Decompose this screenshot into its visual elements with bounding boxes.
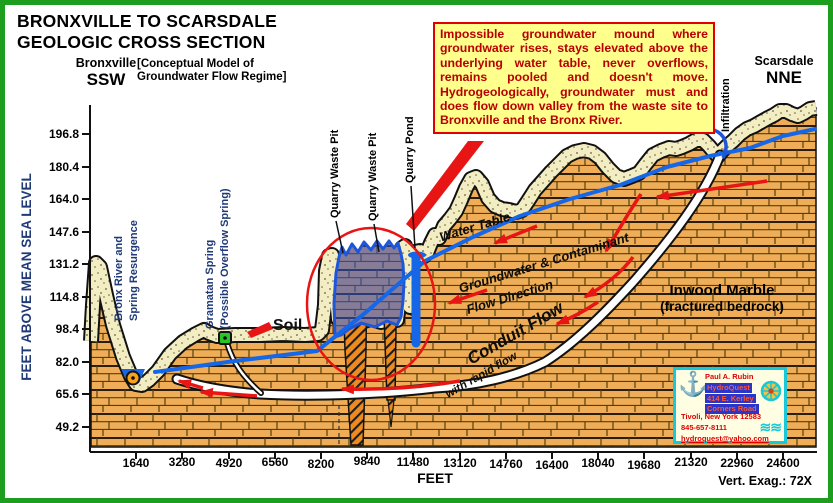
svg-text:1640: 1640 (123, 456, 150, 470)
waves-icon: ≋≋ (759, 418, 782, 435)
endpoint-bronxville: Bronxville SSW (63, 56, 149, 89)
logo-addr3: Tivoli, New York 12583 (681, 412, 762, 421)
hydroquest-logo-box: ⚓ Paul A. Rubin HydroQuest 414 E. Kerley… (673, 367, 787, 444)
logo-identity: Paul A. Rubin HydroQuest 414 E. Kerley C… (705, 372, 759, 414)
vertical-exaggeration-note: Vert. Exag.: 72X (718, 474, 812, 488)
title-line2: GEOLOGIC CROSS SECTION (17, 32, 266, 52)
svg-text:21320: 21320 (674, 455, 708, 469)
y-tick-labels: 196.8 180.4 164.0 147.6 131.2 114.8 98.4… (49, 127, 79, 434)
flow-arrows (177, 179, 768, 398)
label-leader-lines (335, 185, 416, 254)
label-soil: Soil (273, 317, 302, 334)
svg-text:180.4: 180.4 (49, 160, 79, 174)
callout-box: Impossible groundwater mound where groun… (433, 22, 715, 134)
svg-text:98.4: 98.4 (56, 322, 80, 336)
label-quarry-waste-pit-2: Quarry Waste Pit (367, 132, 379, 221)
svg-text:82.0: 82.0 (56, 355, 80, 369)
logo-company: HydroQuest (705, 382, 752, 393)
figure-title: BRONXVILLE TO SCARSDALE GEOLOGIC CROSS S… (17, 11, 277, 53)
svg-text:22960: 22960 (720, 456, 754, 470)
bronx-river-marker (125, 370, 141, 386)
cross-section-diagram: 196.8 180.4 164.0 147.6 131.2 114.8 98.4… (19, 78, 818, 486)
callout-text: Impossible groundwater mound where groun… (440, 27, 708, 128)
label-bronx-river-line2: Spring Resurgence (128, 220, 140, 321)
x-axis-title: FEET (417, 470, 453, 486)
svg-text:49.2: 49.2 (56, 420, 80, 434)
svg-text:196.8: 196.8 (49, 127, 79, 141)
svg-text:6560: 6560 (262, 455, 289, 469)
svg-text:16400: 16400 (535, 458, 569, 472)
logo-addr1: 414 E. Kerley (705, 393, 756, 404)
logo-phone: 845-657-8111 (681, 422, 727, 432)
label-inwood-line1: Inwood Marble (670, 282, 775, 299)
logo-email[interactable]: hydroquest@yahoo.com (681, 433, 769, 443)
logo-name: Paul A. Rubin (705, 372, 754, 381)
svg-text:13120: 13120 (443, 456, 477, 470)
svg-text:11480: 11480 (397, 455, 430, 469)
svg-text:4920: 4920 (216, 456, 243, 470)
water-table-line (153, 127, 817, 374)
subtitle-line1: [Conceptual Model of (137, 58, 254, 70)
svg-text:164.0: 164.0 (49, 192, 79, 206)
label-quarry-pond: Quarry Pond (404, 116, 416, 183)
label-inwood-line2: (fractured bedrock) (660, 299, 784, 314)
soil-pointer (247, 322, 273, 338)
svg-text:65.6: 65.6 (56, 387, 80, 401)
callout-pointer (406, 141, 484, 231)
svg-text:14760: 14760 (489, 457, 523, 471)
spring-overflow-channel (224, 340, 264, 396)
svg-text:131.2: 131.2 (49, 257, 79, 271)
figure-subtitle: [Conceptual Model of Groundwater Flow Re… (137, 58, 287, 84)
label-gramatan-line1: Gramatan Spring (204, 240, 216, 329)
soil-layer (85, 102, 817, 391)
label-quarry-waste-pit-1: Quarry Waste Pit (329, 129, 341, 218)
logo-contact: Tivoli, New York 12583 845-657-8111 hydr… (681, 412, 769, 445)
y-tick-marks (82, 133, 90, 428)
endpoint-left-name: Bronxville (75, 56, 137, 70)
svg-text:3280: 3280 (169, 455, 196, 469)
subtitle-line2: Groundwater Flow Regime] (137, 71, 287, 84)
logo-addr2: Corners Road (705, 404, 759, 414)
x-tick-labels: 1640 3280 4920 6560 8200 9840 11480 1312… (123, 454, 800, 472)
endpoint-right-direction: NNE (766, 67, 802, 87)
label-gramatan-line2: (Possible Overflow Spring) (219, 188, 231, 329)
highlight-circle (305, 226, 437, 382)
sinkhole-infiltration-arrow (713, 128, 731, 159)
endpoint-right-name: Scarsdale (754, 54, 814, 68)
gramatan-spring-marker (218, 331, 232, 345)
label-sinkhole-line2: Infiltration (720, 78, 732, 132)
svg-text:147.6: 147.6 (49, 225, 79, 239)
groundwater-mound (332, 239, 406, 339)
svg-text:8200: 8200 (308, 457, 335, 471)
x-tick-marks (135, 452, 784, 459)
endpoint-left-direction: SSW (86, 69, 126, 89)
y-axis-title: FEET ABOVE MEAN SEA LEVEL (19, 173, 34, 381)
svg-text:114.8: 114.8 (50, 290, 80, 304)
ships-wheel-icon (759, 379, 783, 408)
label-bronx-river-line1: Bronx River and (113, 236, 125, 321)
svg-text:19680: 19680 (627, 458, 661, 472)
anchor-icon: ⚓ (678, 371, 708, 398)
title-line1: BRONXVILLE TO SCARSDALE (17, 11, 277, 31)
svg-text:24600: 24600 (766, 456, 800, 470)
endpoint-scarsdale: Scarsdale NNE (740, 54, 828, 87)
svg-text:9840: 9840 (354, 454, 381, 468)
svg-text:18040: 18040 (581, 456, 615, 470)
